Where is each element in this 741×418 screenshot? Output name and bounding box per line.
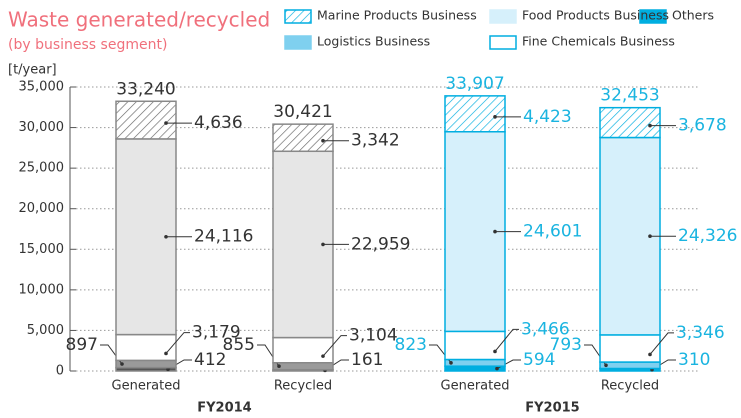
bar-segment <box>272 336 334 364</box>
chart-subtitle: (by business segment) <box>8 37 167 53</box>
group-label: FY2014 <box>197 401 251 416</box>
data-label: 4,636 <box>194 113 243 133</box>
bar-segment <box>272 123 334 153</box>
data-label: 412 <box>194 350 226 370</box>
data-label: 24,601 <box>523 222 582 242</box>
data-label: 4,423 <box>523 107 572 127</box>
total-label: 30,421 <box>273 102 332 122</box>
data-label: 3,466 <box>521 319 570 339</box>
legend-swatch <box>489 9 517 24</box>
bar-segment <box>599 106 661 139</box>
y-tick-label: 30,000 <box>19 120 65 135</box>
x-tick-label: Generated <box>441 379 510 394</box>
y-tick-label: 25,000 <box>19 161 65 176</box>
y-tick-label: 15,000 <box>19 242 65 257</box>
legend-swatch <box>489 35 517 50</box>
leader-dot <box>495 366 499 371</box>
data-label: 161 <box>351 350 383 370</box>
data-label: 3,346 <box>676 323 725 343</box>
total-label: 32,453 <box>600 86 659 106</box>
legend-swatch <box>284 35 312 50</box>
data-label: 24,326 <box>678 226 737 246</box>
x-tick-label: Recycled <box>274 379 332 394</box>
bar-segment <box>115 359 177 369</box>
data-label: 855 <box>223 335 255 355</box>
x-tick-label: Generated <box>112 379 181 394</box>
data-label: 3,179 <box>192 323 241 343</box>
data-label: 3,678 <box>678 116 727 136</box>
legend-label: Food Products Business <box>522 8 669 23</box>
data-label: 3,104 <box>349 326 398 346</box>
y-tick-label: 10,000 <box>19 282 65 297</box>
y-tick-label: 20,000 <box>19 201 65 216</box>
bar-segment <box>444 95 506 133</box>
legend-swatch <box>284 9 312 24</box>
data-label: 897 <box>66 335 98 355</box>
legend-label: Logistics Business <box>317 34 430 49</box>
bar-segment <box>115 333 177 362</box>
data-label: 24,116 <box>194 227 253 247</box>
total-label: 33,240 <box>116 79 175 99</box>
total-label: 33,907 <box>445 74 504 94</box>
data-label: 594 <box>523 350 555 370</box>
legend-label: Fine Chemicals Business <box>522 34 675 49</box>
legend-swatch <box>639 9 667 24</box>
bar-segment <box>599 361 661 370</box>
bar-segment <box>444 358 506 367</box>
y-axis-label: [t/year] <box>8 63 57 78</box>
data-label: 22,959 <box>351 234 410 254</box>
bar-segment <box>272 362 334 371</box>
bar-segment <box>115 100 177 140</box>
chart-title: Waste generated/recycled <box>8 8 270 32</box>
x-tick-label: Recycled <box>601 379 659 394</box>
leader-line <box>165 332 190 354</box>
data-label: 823 <box>395 335 427 355</box>
y-tick-label: 0 <box>56 364 64 379</box>
group-label: FY2015 <box>525 401 579 416</box>
y-tick-label: 5,000 <box>27 323 64 338</box>
legend-label: Marine Products Business <box>317 8 477 23</box>
leader-line <box>494 328 519 352</box>
data-label: 310 <box>678 350 710 370</box>
bar-segment <box>444 330 506 361</box>
legend-label: Others <box>672 8 714 23</box>
data-label: 793 <box>550 335 582 355</box>
bar-segment <box>599 334 661 363</box>
y-tick-label: 35,000 <box>19 80 65 95</box>
data-label: 3,342 <box>351 131 400 151</box>
leader-line <box>322 335 347 357</box>
leader-line <box>649 332 674 355</box>
